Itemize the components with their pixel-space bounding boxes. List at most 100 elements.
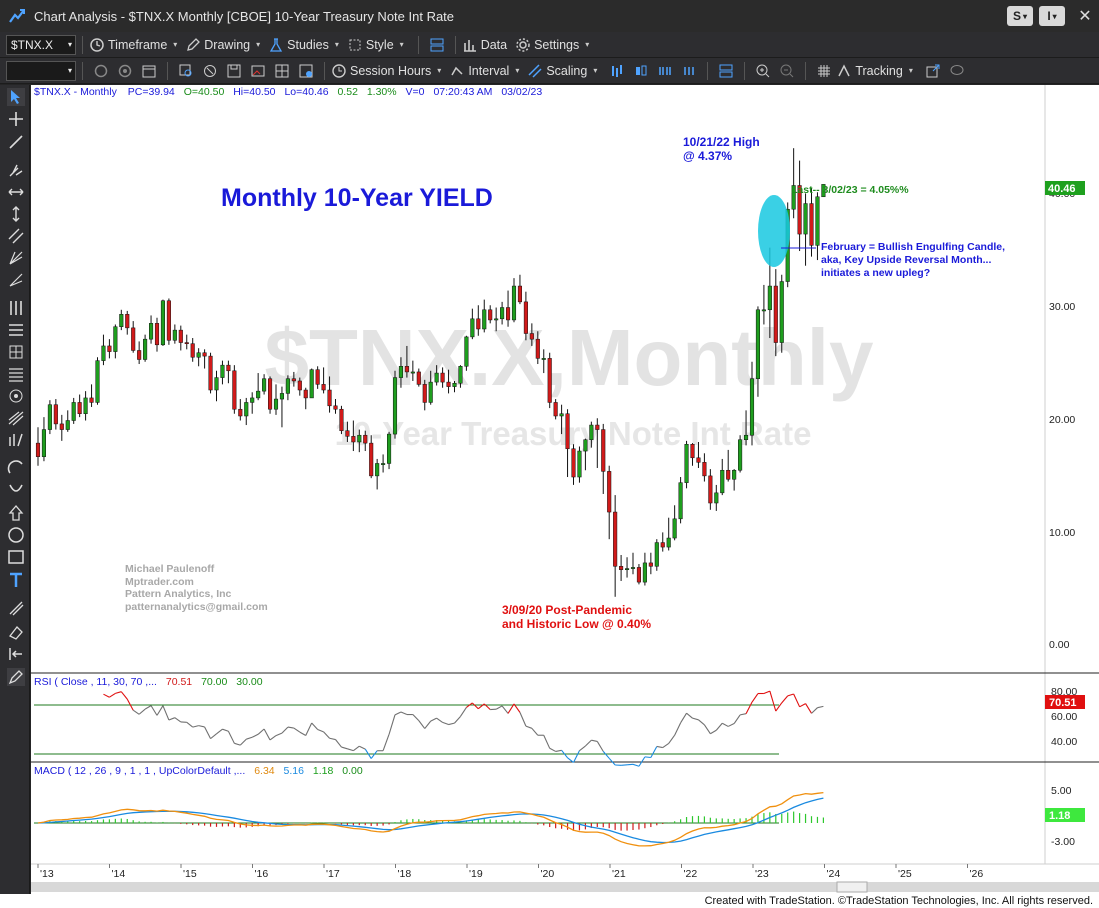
channel-icon[interactable] [7,227,25,245]
trendline-icon[interactable] [7,133,25,151]
settings-menu[interactable]: Settings ▾ [515,37,589,53]
shift-bars-icon[interactable] [681,63,697,79]
horizontal-ray-icon[interactable] [7,183,25,201]
price-tick: 30.00 [1049,301,1075,313]
header-pc: PC=39.94 [128,86,175,98]
interval-menu[interactable]: Interval ▾ [449,63,519,79]
candle-body [345,430,350,437]
chart-svg[interactable]: $TNX.X,Monthly 10-Year Treasury Note Int… [31,85,1099,895]
data-menu[interactable]: Data [462,37,507,53]
candle [149,315,154,344]
session-hours-label: Session Hours [350,63,432,78]
candle-body [208,355,213,391]
fib-icon[interactable] [7,299,25,317]
style-label: Style [365,37,394,52]
zoom-out-icon[interactable] [779,63,795,79]
candle [464,335,469,371]
circle-target-icon[interactable] [7,387,25,405]
rsi-segment [305,722,313,736]
time-tick-label: '14 [112,868,126,880]
crosshair-icon[interactable] [7,110,25,128]
candle [59,414,64,441]
candle [648,552,653,575]
pencil-icon [187,37,201,51]
i-link-button[interactable]: I ▾ [1039,6,1065,26]
candle-body [381,463,386,465]
reload-icon[interactable] [117,63,133,79]
arc-icon[interactable] [7,459,25,477]
fib-time-icon[interactable] [7,343,25,361]
candle-body [238,408,243,417]
candle-style-icon[interactable] [633,63,649,79]
rsi-segment [293,727,301,733]
measure-icon[interactable] [7,599,25,617]
candle [506,290,511,327]
macd-signal: 5.16 [284,765,305,777]
arrow-up-icon[interactable] [7,504,25,522]
chart-area[interactable]: $TNX.X,Monthly 10-Year Treasury Note Int… [31,85,1099,895]
symbol-list-dropdown[interactable]: ▾ [6,60,76,81]
session-hours-menu[interactable]: Session Hours ▾ [331,63,441,79]
collapse-icon[interactable] [7,645,25,663]
speed-lines-icon[interactable] [7,271,25,289]
image-icon[interactable] [250,63,266,79]
zoom-bars-icon[interactable] [657,63,673,79]
candle-body [369,442,374,477]
chat-icon[interactable] [949,63,965,79]
rsi-segment [531,727,539,736]
symbol-input[interactable]: $TNX.X ▾ [6,34,76,55]
candle [428,370,433,405]
candle-body [464,336,469,367]
fib-extension-icon[interactable] [7,321,25,339]
workspace-icon[interactable] [274,63,290,79]
candle [47,400,52,435]
studies-menu[interactable]: Studies ▾ [268,37,339,53]
header-time: 07:20:43 AM [433,86,492,98]
curve-icon[interactable] [7,481,25,499]
calendar-icon[interactable] [141,63,157,79]
rsi-value: 70.51 [166,676,192,688]
tracking-menu[interactable]: Tracking ▾ [836,63,913,79]
find-icon[interactable] [178,63,194,79]
export-icon[interactable] [925,63,941,79]
alert-icon[interactable] [298,63,314,79]
bar-style-icon[interactable] [609,63,625,79]
candle-body [392,377,398,435]
candle [125,310,130,335]
grid-icon[interactable] [816,63,832,79]
scaling-menu[interactable]: Scaling ▾ [527,63,597,79]
gann-icon[interactable] [7,249,25,267]
ellipse-icon[interactable] [7,526,25,544]
rsi-tick: 60.00 [1051,711,1077,723]
layout-icon[interactable] [429,37,445,53]
candle [630,552,636,575]
pen-icon[interactable] [7,668,25,686]
february-annotation-line1: February = Bullish Engulfing Candle, [821,241,1005,253]
rsi-segment [257,728,265,735]
regression-icon[interactable] [7,409,25,427]
rectangle-icon[interactable] [7,548,25,566]
style-menu[interactable]: Style ▾ [347,37,404,53]
zoom-in-icon[interactable] [755,63,771,79]
drawing-menu[interactable]: Drawing ▾ [185,37,260,53]
pointer-icon[interactable] [7,88,25,106]
window-layout-icon[interactable] [718,63,734,79]
text-icon[interactable] [7,571,25,589]
eraser-icon[interactable] [7,623,25,641]
horizontal-scrollbar[interactable] [31,882,1099,892]
clear-icon[interactable] [202,63,218,79]
pitchfork-icon[interactable] [7,161,25,179]
timeframe-menu[interactable]: Timeframe ▾ [89,37,177,53]
rsi-segment [573,750,580,763]
andrews-icon[interactable] [7,431,25,449]
save-icon[interactable] [226,63,242,79]
close-button[interactable]: ✕ [1071,6,1099,26]
scrollbar-thumb[interactable] [836,881,868,893]
header-low: Lo=40.46 [284,86,328,98]
levels-icon[interactable] [7,365,25,383]
tracking-icon [838,63,851,76]
vertical-line-icon[interactable] [7,205,25,223]
s-link-button[interactable]: S ▾ [1007,6,1033,26]
refresh-icon[interactable] [93,63,109,79]
rsi-label: RSI ( Close , 11, 30, 70 ,... [34,676,157,688]
